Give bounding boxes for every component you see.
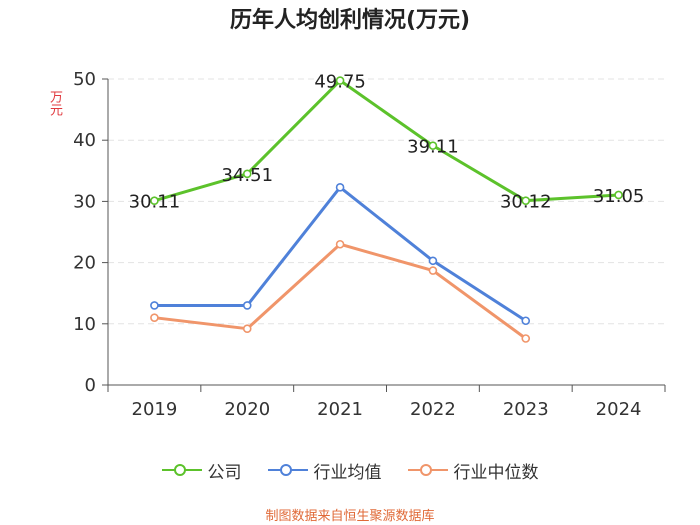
legend-marker-icon <box>267 463 308 477</box>
data-point <box>335 76 345 85</box>
y-tick-label: 30 <box>73 191 96 212</box>
y-tick-label: 10 <box>73 314 96 335</box>
y-tick-label: 40 <box>73 130 96 151</box>
y-axis-label: 万元 <box>47 90 62 116</box>
data-point <box>428 266 438 275</box>
data-point <box>335 183 345 192</box>
data-point <box>428 256 438 266</box>
data-label: 30.11 <box>129 192 181 213</box>
legend-item[interactable]: 行业均值 <box>267 458 382 483</box>
line-chart: 0 10 20 30 40 50 2019 2020 2021 2022 2023 2024 30.11… <box>73 69 666 420</box>
data-point <box>242 169 252 179</box>
data-point <box>242 301 252 310</box>
data-point <box>614 190 623 200</box>
legend-marker-icon <box>407 463 448 477</box>
data-point <box>150 313 159 322</box>
y-tick-label: 20 <box>73 253 96 274</box>
data-point <box>521 334 531 343</box>
legend-item[interactable]: 行业中位数 <box>407 458 539 483</box>
legend-ring <box>279 464 292 476</box>
y-tick-label: 0 <box>85 375 96 396</box>
data-label: 31.05 <box>593 186 645 207</box>
data-label: 34.51 <box>221 165 273 186</box>
data-label: 39.11 <box>407 137 459 158</box>
legend-label: 公司 <box>207 462 242 483</box>
legend-ring <box>173 464 186 476</box>
legend: 公司 行业均值 行业中位数 <box>0 455 700 485</box>
legend-item[interactable]: 公司 <box>161 458 242 483</box>
data-label: 49.75 <box>314 72 366 93</box>
x-tick-label: 2021 <box>317 399 363 420</box>
data-point <box>335 239 345 249</box>
chart-title: 历年人均创利情况(万元) <box>229 8 471 33</box>
data-label: 30.12 <box>500 192 552 213</box>
x-tick-label: 2019 <box>132 399 178 420</box>
series-line-0 <box>153 79 619 203</box>
data-point <box>150 196 159 206</box>
data-point <box>521 316 531 326</box>
x-tick-label: 2024 <box>596 399 642 420</box>
y-tick-label: 50 <box>73 69 96 90</box>
legend-label: 行业中位数 <box>453 462 539 483</box>
legend-label: 行业均值 <box>313 462 382 483</box>
data-point <box>150 301 159 310</box>
x-tick-label: 2023 <box>503 399 549 420</box>
series-line-2 <box>154 242 527 340</box>
data-point <box>521 196 531 205</box>
legend-marker-icon <box>161 463 202 477</box>
x-tick-label: 2022 <box>410 399 456 420</box>
legend-ring <box>419 464 432 476</box>
data-point <box>428 141 438 150</box>
series-line-1 <box>154 185 527 322</box>
x-tick-label: 2020 <box>224 399 270 420</box>
data-point <box>242 324 252 333</box>
source-note: 制图数据来自恒生聚源数据库 <box>265 509 435 524</box>
